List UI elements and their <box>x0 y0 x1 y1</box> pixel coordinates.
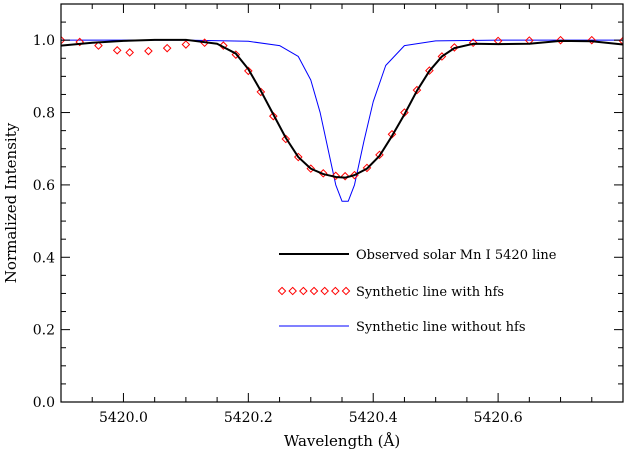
data-point <box>61 35 66 45</box>
data-point <box>412 85 422 95</box>
legend-label: Synthetic line without hfs <box>356 320 526 335</box>
axis-ticks <box>60 4 624 403</box>
legend-marker <box>320 286 329 296</box>
legend-marker <box>309 286 319 296</box>
series-line <box>61 39 623 202</box>
legend-marker <box>299 286 308 296</box>
legend: Observed solar Mn I 5420 line Synthetic l… <box>277 248 557 335</box>
y-tick-label: 0.0 <box>33 395 55 411</box>
y-axis-title: Normalized Intensity <box>2 122 20 283</box>
legend-label: Observed solar Mn I 5420 line <box>356 248 557 263</box>
data-point <box>94 41 103 50</box>
y-tick-label: 1.0 <box>33 33 55 49</box>
series-0 <box>61 38 623 179</box>
data-point <box>75 37 85 47</box>
y-tick-label: 0.6 <box>33 178 55 194</box>
data-point <box>293 152 303 162</box>
data-point <box>468 38 478 48</box>
legend-marker <box>277 286 287 296</box>
legend-item: Synthetic line without hfs <box>279 320 526 335</box>
y-tick-label: 0.8 <box>33 106 55 122</box>
data-point <box>256 87 266 97</box>
data-point <box>162 43 172 53</box>
legend-item: Synthetic line with hfs <box>277 285 504 300</box>
x-tick-label: 5420.4 <box>349 410 398 426</box>
legend-label: Synthetic line with hfs <box>356 285 504 300</box>
data-point <box>219 41 228 50</box>
data-point <box>125 48 134 57</box>
plot-frame <box>60 3 624 403</box>
legend-marker <box>288 286 297 296</box>
axis-tick-labels: 5420.0 5420.2 5420.4 5420.6 0.0 0.2 0.4 0.6 0.8 1… <box>33 33 523 426</box>
series-1 <box>61 35 623 181</box>
data-point <box>144 46 153 56</box>
plot-series <box>61 35 623 202</box>
series-2 <box>61 39 623 202</box>
data-point <box>281 134 291 144</box>
y-tick-label: 0.2 <box>33 323 55 339</box>
legend-marker <box>341 286 351 296</box>
data-point <box>331 171 341 181</box>
data-point <box>269 111 278 121</box>
legend-item: Observed solar Mn I 5420 line <box>279 248 557 263</box>
x-tick-label: 5420.6 <box>474 410 523 426</box>
data-point <box>231 50 241 59</box>
data-point <box>450 43 459 52</box>
x-tick-label: 5420.0 <box>99 410 148 426</box>
data-point <box>587 35 597 45</box>
y-tick-label: 0.4 <box>33 250 55 266</box>
data-point <box>244 66 253 76</box>
data-point <box>181 40 191 49</box>
data-point <box>340 171 350 181</box>
data-point <box>556 35 565 45</box>
legend-marker <box>331 286 340 296</box>
data-point <box>112 46 122 55</box>
x-tick-label: 5420.2 <box>224 410 273 426</box>
x-axis-title: Wavelength (Å) <box>284 432 400 450</box>
series-line <box>61 38 623 179</box>
